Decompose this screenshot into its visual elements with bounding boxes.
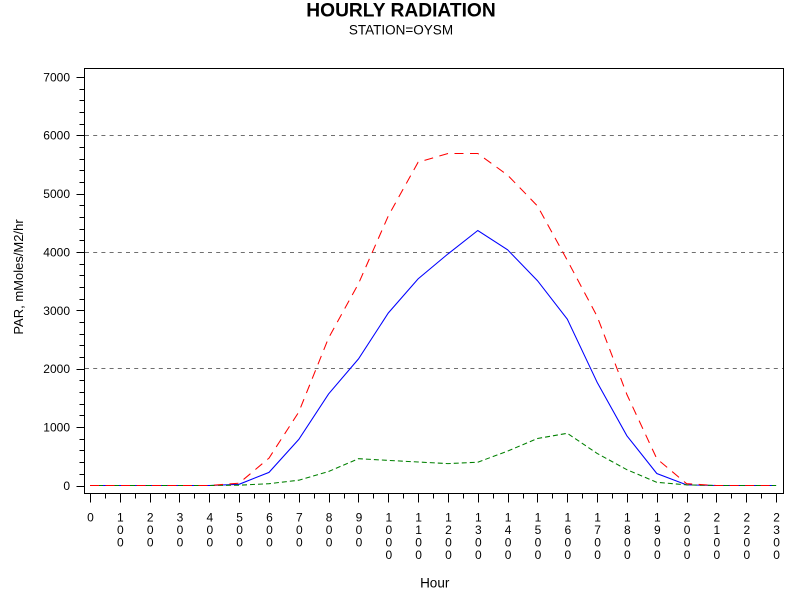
- svg-text:1: 1: [564, 511, 571, 525]
- svg-text:HOURLY RADIATION: HOURLY RADIATION: [306, 1, 495, 22]
- svg-text:4: 4: [206, 511, 213, 525]
- svg-text:0: 0: [266, 523, 273, 537]
- svg-text:0: 0: [714, 536, 721, 550]
- svg-text:0: 0: [117, 536, 124, 550]
- svg-text:0: 0: [147, 523, 154, 537]
- svg-text:1: 1: [714, 523, 721, 537]
- svg-text:0: 0: [177, 523, 184, 537]
- svg-text:1: 1: [654, 511, 661, 525]
- svg-text:1: 1: [535, 511, 542, 525]
- svg-text:3: 3: [177, 511, 184, 525]
- svg-text:0: 0: [684, 523, 691, 537]
- svg-text:8: 8: [624, 523, 631, 537]
- svg-text:1: 1: [594, 511, 601, 525]
- svg-text:0: 0: [266, 536, 273, 550]
- svg-text:0: 0: [385, 548, 392, 562]
- svg-text:0: 0: [326, 536, 333, 550]
- svg-text:0: 0: [326, 523, 333, 537]
- svg-text:0: 0: [415, 548, 422, 562]
- svg-text:0: 0: [385, 536, 392, 550]
- svg-text:1: 1: [117, 511, 124, 525]
- svg-text:0: 0: [773, 536, 780, 550]
- svg-text:PAR, mMoles/M2/hr: PAR, mMoles/M2/hr: [11, 219, 26, 335]
- svg-text:0: 0: [296, 536, 303, 550]
- svg-text:0: 0: [206, 536, 213, 550]
- svg-text:0: 0: [505, 536, 512, 550]
- svg-text:0: 0: [714, 548, 721, 562]
- svg-text:6: 6: [266, 511, 273, 525]
- svg-text:1: 1: [445, 511, 452, 525]
- svg-text:3000: 3000: [43, 304, 70, 318]
- svg-text:0: 0: [236, 536, 243, 550]
- svg-text:0: 0: [743, 536, 750, 550]
- svg-text:2: 2: [743, 523, 750, 537]
- svg-text:0: 0: [624, 548, 631, 562]
- svg-text:0: 0: [773, 548, 780, 562]
- svg-text:2000: 2000: [43, 362, 70, 376]
- svg-text:5: 5: [236, 511, 243, 525]
- svg-text:2: 2: [147, 511, 154, 525]
- svg-text:0: 0: [624, 536, 631, 550]
- svg-text:1: 1: [624, 511, 631, 525]
- svg-text:0: 0: [594, 548, 601, 562]
- svg-text:0: 0: [415, 536, 422, 550]
- svg-text:STATION=OYSM: STATION=OYSM: [349, 23, 453, 38]
- svg-text:0: 0: [356, 523, 363, 537]
- svg-text:0: 0: [445, 536, 452, 550]
- svg-text:9: 9: [654, 523, 661, 537]
- svg-text:3: 3: [475, 523, 482, 537]
- svg-text:0: 0: [296, 523, 303, 537]
- svg-text:0: 0: [684, 548, 691, 562]
- svg-text:8: 8: [326, 511, 333, 525]
- svg-text:0: 0: [177, 536, 184, 550]
- svg-text:0: 0: [475, 536, 482, 550]
- svg-text:0: 0: [206, 523, 213, 537]
- svg-text:0: 0: [594, 536, 601, 550]
- svg-text:2: 2: [773, 511, 780, 525]
- svg-text:0: 0: [654, 536, 661, 550]
- svg-text:7: 7: [594, 523, 601, 537]
- svg-text:1: 1: [505, 511, 512, 525]
- svg-text:5: 5: [535, 523, 542, 537]
- svg-text:0: 0: [87, 511, 94, 525]
- svg-text:0: 0: [505, 548, 512, 562]
- svg-text:2: 2: [445, 523, 452, 537]
- svg-text:0: 0: [535, 536, 542, 550]
- svg-text:3: 3: [773, 523, 780, 537]
- svg-text:0: 0: [684, 536, 691, 550]
- svg-text:0: 0: [236, 523, 243, 537]
- svg-text:0: 0: [743, 548, 750, 562]
- svg-text:1: 1: [475, 511, 482, 525]
- svg-text:7: 7: [296, 511, 303, 525]
- svg-text:1: 1: [415, 523, 422, 537]
- svg-text:0: 0: [385, 523, 392, 537]
- svg-text:7000: 7000: [43, 70, 70, 84]
- svg-text:5000: 5000: [43, 187, 70, 201]
- svg-text:9: 9: [356, 511, 363, 525]
- svg-text:0: 0: [356, 536, 363, 550]
- svg-text:1: 1: [415, 511, 422, 525]
- svg-text:2: 2: [684, 511, 691, 525]
- svg-text:1000: 1000: [43, 420, 70, 434]
- svg-text:6000: 6000: [43, 129, 70, 143]
- svg-text:4: 4: [505, 523, 512, 537]
- svg-text:0: 0: [564, 536, 571, 550]
- svg-text:6: 6: [564, 523, 571, 537]
- svg-text:2: 2: [714, 511, 721, 525]
- svg-text:0: 0: [63, 479, 70, 493]
- svg-text:0: 0: [117, 523, 124, 537]
- svg-text:4000: 4000: [43, 245, 70, 259]
- svg-text:0: 0: [147, 536, 154, 550]
- svg-text:2: 2: [743, 511, 750, 525]
- svg-text:1: 1: [385, 511, 392, 525]
- svg-text:0: 0: [535, 548, 542, 562]
- svg-text:0: 0: [475, 548, 482, 562]
- svg-text:0: 0: [445, 548, 452, 562]
- svg-text:0: 0: [564, 548, 571, 562]
- svg-text:Hour: Hour: [420, 576, 450, 591]
- svg-text:0: 0: [654, 548, 661, 562]
